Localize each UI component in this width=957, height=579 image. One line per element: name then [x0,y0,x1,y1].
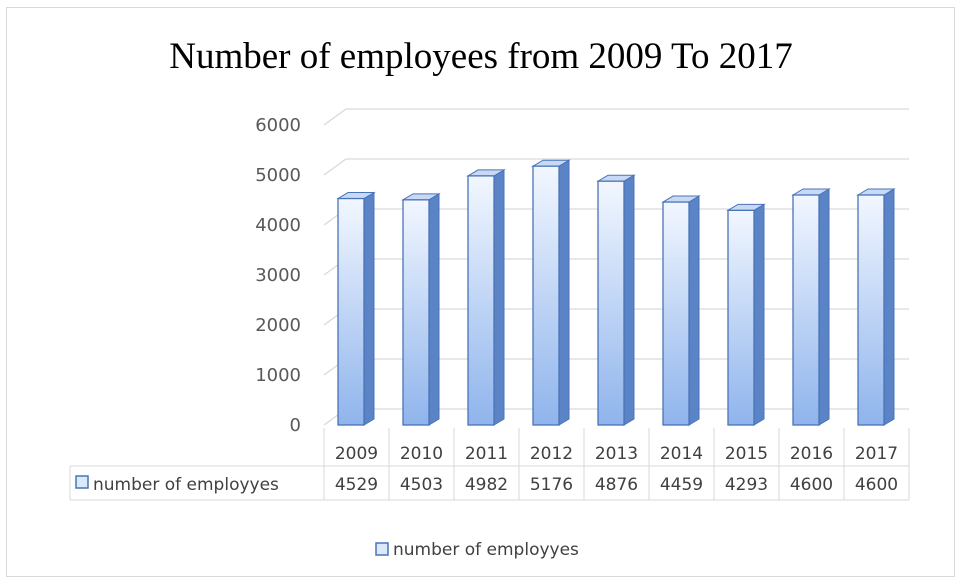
bar-side-face [623,174,635,426]
bar-front-face [532,165,560,426]
bar [466,169,506,426]
bar-front-face [597,180,625,426]
bar-front-face [727,209,755,426]
table-legend-key [75,475,89,489]
bar-side-face [558,159,570,426]
bar-side-face [688,195,700,426]
x-category-label: 2017 [855,444,898,464]
bar [336,191,376,426]
chart-title: Number of employees from 2009 To 2017 [169,36,793,77]
chart-frame: Number of employees from 2009 To 2017 0 1… [6,7,955,577]
data-table: 2009 4529 2010 4503 2011 4982 2012 5176 2013 4876… [69,428,910,501]
x-category-label: 2012 [530,444,573,464]
data-table-value: 4529 [335,475,378,495]
x-category-label: 2010 [400,444,443,464]
y-tick-label: 0 [290,415,301,436]
bar-side-face [883,188,895,426]
bar [401,192,441,426]
bar-side-face [753,203,765,426]
gridline [323,108,909,126]
y-axis-ticks: 0 1000 2000 3000 4000 5000 6000 [255,115,301,436]
data-table-value: 4600 [855,475,898,495]
legend-swatch [375,542,389,556]
x-category-label: 2009 [335,444,378,464]
y-tick-label: 1000 [255,365,301,386]
data-table-value: 4876 [595,475,638,495]
bar-side-face [363,191,375,426]
x-category-label: 2011 [465,444,508,464]
chart-svg: Number of employees from 2009 To 2017 0 1… [69,36,910,560]
bar [856,188,896,426]
bar-side-face [818,188,830,426]
data-table-value: 4459 [660,475,703,495]
x-category-label: 2016 [790,444,833,464]
bar [661,195,701,426]
legend: number of employyes [375,540,579,560]
bar-side-face [493,169,505,426]
bar [596,174,636,426]
data-table-value: 4503 [400,475,443,495]
x-category-label: 2013 [595,444,638,464]
legend-label: number of employyes [393,540,579,560]
bar-front-face [857,194,885,426]
data-table-value: 5176 [530,475,573,495]
bar-front-face [467,175,495,426]
x-category-label: 2014 [660,444,703,464]
bar [531,159,571,426]
bar-side-face [428,192,440,426]
bar-front-face [792,194,820,426]
y-tick-label: 5000 [255,165,301,186]
gridline [323,158,909,176]
bar-front-face [662,201,690,426]
y-tick-label: 4000 [255,215,301,236]
data-table-value: 4982 [465,475,508,495]
bars [336,159,896,426]
bar [726,203,766,426]
x-category-label: 2015 [725,444,768,464]
data-table-value: 4293 [725,475,768,495]
bar-front-face [337,197,365,426]
bar-front-face [402,199,430,426]
y-tick-label: 2000 [255,315,301,336]
bar [791,188,831,426]
data-table-value: 4600 [790,475,833,495]
y-tick-label: 6000 [255,115,301,136]
y-tick-label: 3000 [255,265,301,286]
data-table-series-label: number of employyes [93,475,279,495]
